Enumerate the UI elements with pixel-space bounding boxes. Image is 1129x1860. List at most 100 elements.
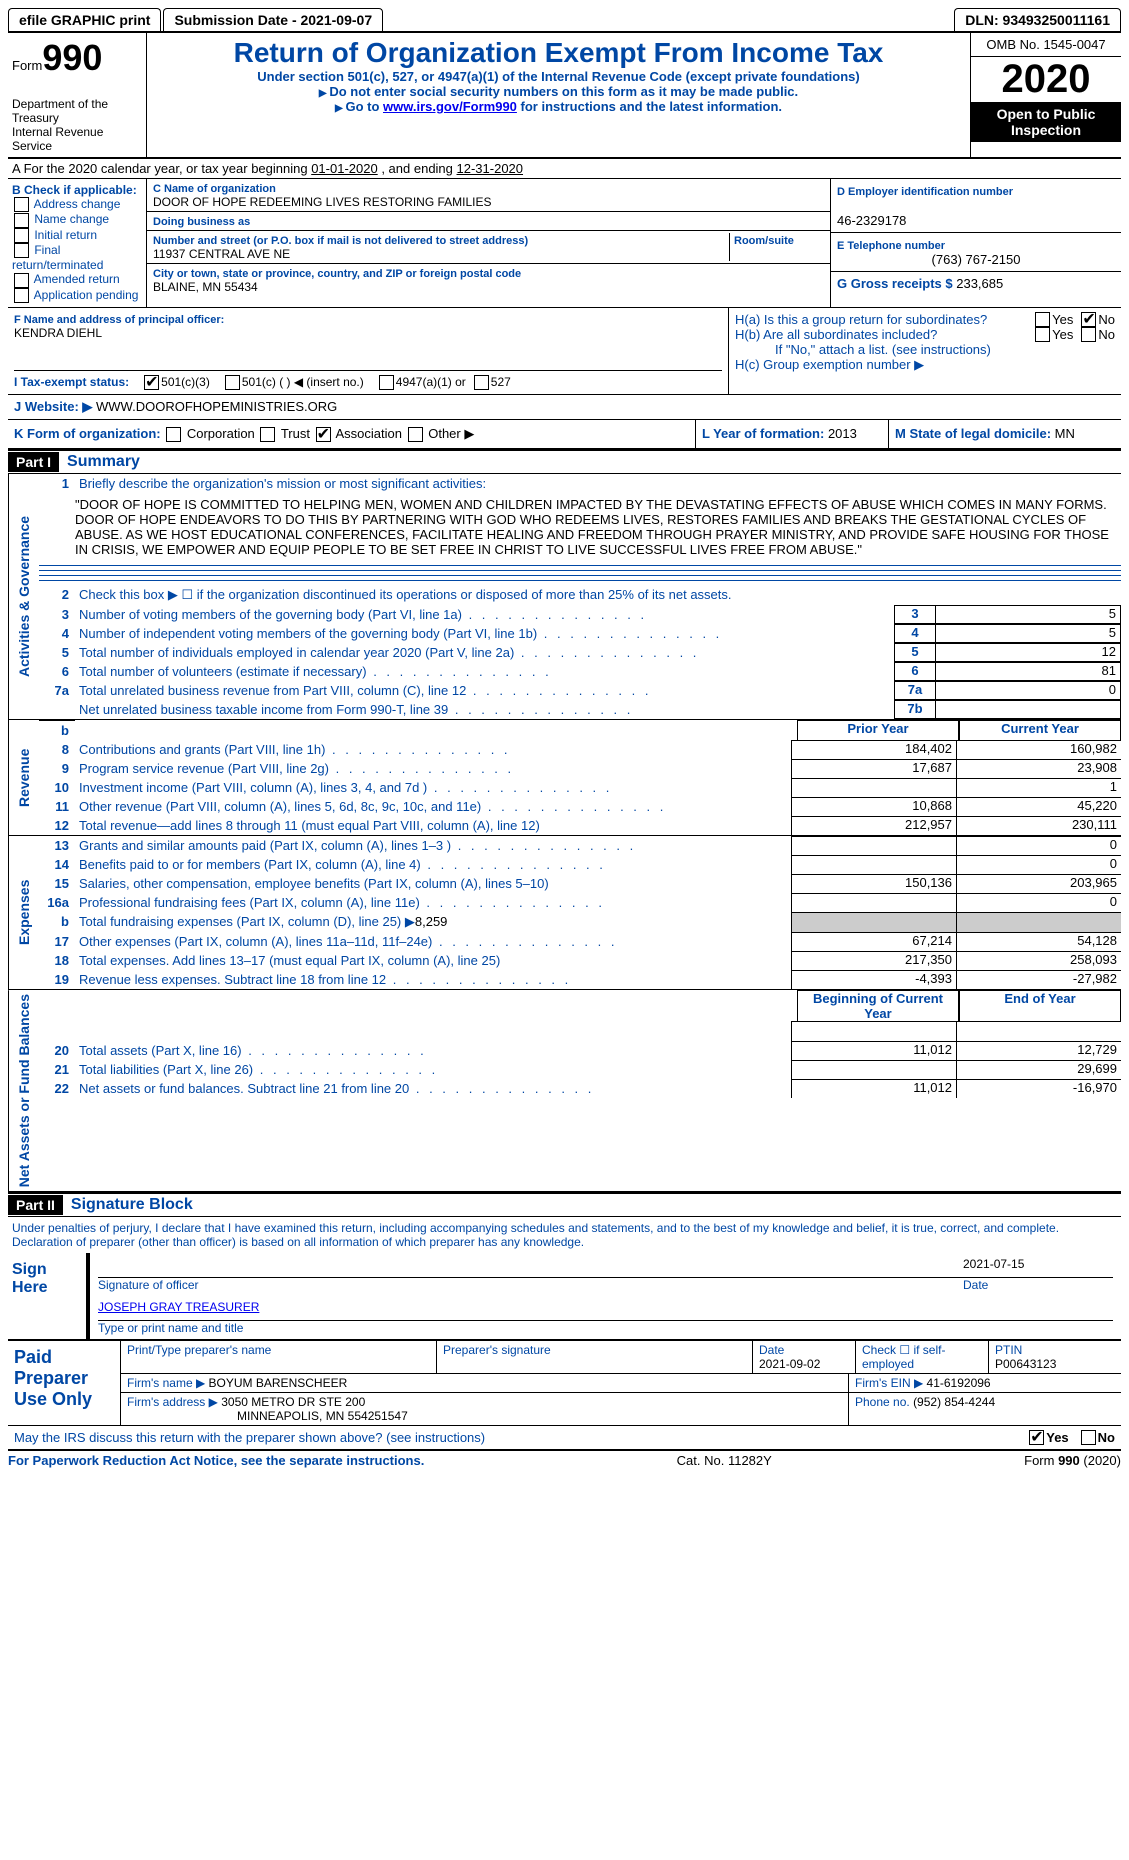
chk-final-return[interactable]: Final return/terminated (12, 243, 142, 272)
firm-addr-label: Firm's address ▶ (127, 1395, 218, 1409)
c18: 258,093 (956, 951, 1121, 970)
v16b: 8,259 (415, 914, 448, 929)
c12: 230,111 (956, 816, 1121, 835)
v7a: 0 (935, 681, 1121, 700)
line-a-prefix: A For the 2020 calendar year, or tax yea… (12, 161, 311, 176)
p12: 212,957 (791, 816, 956, 835)
box-b-header: B Check if applicable: (12, 183, 137, 197)
c15: 203,965 (956, 874, 1121, 893)
part1-label: Part I (8, 452, 59, 472)
p10 (791, 778, 956, 797)
row-k: K Form of organization: Corporation Trus… (8, 420, 695, 448)
firm-name-label: Firm's name ▶ (127, 1376, 205, 1390)
hb-yes[interactable] (1035, 327, 1050, 342)
website-label: J Website: ▶ (14, 399, 92, 414)
p19: -4,393 (791, 970, 956, 989)
ssn-note: Do not enter social security numbers on … (155, 84, 962, 99)
v4: 5 (935, 624, 1121, 643)
chk-trust[interactable] (260, 427, 275, 442)
right-column: D Employer identification number 46-2329… (830, 179, 1121, 307)
footer-right: Form 990 (2020) (1024, 1453, 1121, 1468)
side-revenue: Revenue (8, 720, 39, 835)
chk-other[interactable] (408, 427, 423, 442)
prep-date-label: Date (759, 1343, 784, 1357)
c22: -16,970 (956, 1079, 1121, 1098)
v5: 12 (935, 643, 1121, 662)
website-value: WWW.DOOROFHOPEMINISTRIES.ORG (96, 399, 337, 414)
domicile-value: MN (1055, 426, 1075, 441)
section-net-assets: Net Assets or Fund Balances Beginning of… (8, 990, 1121, 1193)
chk-4947[interactable] (379, 375, 394, 390)
l15: Salaries, other compensation, employee b… (79, 876, 549, 891)
p17: 67,214 (791, 932, 956, 951)
domicile-label: M State of legal domicile: (895, 426, 1055, 441)
form990-link[interactable]: www.irs.gov/Form990 (383, 99, 517, 114)
form-subtitle: Under section 501(c), 527, or 4947(a)(1)… (155, 69, 962, 84)
p14 (791, 855, 956, 874)
c13: 0 (956, 836, 1121, 855)
hc-label: H(c) Group exemption number ▶ (735, 357, 1115, 373)
section-activities: Activities & Governance 1Briefly describ… (8, 474, 1121, 720)
l22: Net assets or fund balances. Subtract li… (79, 1081, 409, 1096)
l9: Program service revenue (Part VIII, line… (79, 761, 329, 776)
c16b (956, 912, 1121, 932)
c21: 29,699 (956, 1060, 1121, 1079)
chk-527[interactable] (474, 375, 489, 390)
c10: 1 (956, 778, 1121, 797)
c20: 12,729 (956, 1041, 1121, 1060)
sign-here-label: Sign Here (8, 1253, 86, 1339)
check-self-employed: Check ☐ if self-employed (856, 1341, 989, 1373)
ha-no[interactable] (1081, 312, 1096, 327)
v6: 81 (935, 662, 1121, 681)
p9: 17,687 (791, 759, 956, 778)
c19: -27,982 (956, 970, 1121, 989)
ha-yes[interactable] (1035, 312, 1050, 327)
may-irs-yes[interactable] (1029, 1430, 1044, 1445)
l20: Total assets (Part X, line 16) (79, 1043, 242, 1058)
chk-name-change[interactable]: Name change (12, 212, 142, 227)
part1-title: Summary (59, 451, 148, 473)
box-h: H(a) Is this a group return for subordin… (728, 308, 1121, 394)
ptin-label: PTIN (995, 1343, 1022, 1357)
l18: Total expenses. Add lines 13–17 (must eq… (79, 953, 500, 968)
declaration-text: Under penalties of perjury, I declare th… (8, 1217, 1121, 1253)
box-b: B Check if applicable: Address change Na… (8, 179, 147, 307)
omb-number: OMB No. 1545-0047 (971, 33, 1121, 57)
irs-label: Internal Revenue Service (12, 125, 142, 153)
header-left: Form990 Department of the Treasury Inter… (8, 33, 147, 157)
v3: 5 (935, 605, 1121, 624)
officer-name-link[interactable]: JOSEPH GRAY TREASURER (98, 1300, 259, 1314)
v7b (935, 700, 1121, 719)
part2-header: Part II Signature Block (8, 1193, 1121, 1217)
hb-no[interactable] (1081, 327, 1096, 342)
chk-501c3[interactable] (144, 375, 159, 390)
year-formation-value: 2013 (828, 426, 857, 441)
chk-501c[interactable] (225, 375, 240, 390)
part2-title: Signature Block (63, 1194, 201, 1216)
l2: Check this box ▶ ☐ if the organization d… (75, 585, 1121, 605)
may-irs-label: May the IRS discuss this return with the… (14, 1430, 485, 1445)
chk-initial-return[interactable]: Initial return (12, 228, 142, 243)
part2-label: Part II (8, 1195, 63, 1215)
firm-phone: (952) 854-4244 (913, 1395, 995, 1409)
officer-name: KENDRA DIEHL (14, 326, 102, 340)
submission-date: Submission Date - 2021-09-07 (163, 8, 383, 31)
line-a: A For the 2020 calendar year, or tax yea… (8, 159, 1121, 179)
preparer-section: Paid Preparer Use Only Print/Type prepar… (8, 1340, 1121, 1425)
l17: Other expenses (Part IX, column (A), lin… (79, 934, 432, 949)
chk-corp[interactable] (166, 427, 181, 442)
col-prior: Prior Year (797, 720, 959, 740)
chk-address-change[interactable]: Address change (12, 197, 142, 212)
chk-application-pending[interactable]: Application pending (12, 288, 142, 303)
p8: 184,402 (791, 740, 956, 759)
form-number: 990 (42, 37, 102, 78)
l3: Number of voting members of the governin… (79, 607, 462, 622)
chk-amended-return[interactable]: Amended return (12, 272, 142, 287)
may-irs-no[interactable] (1081, 1430, 1096, 1445)
row-j: J Website: ▶ WWW.DOOROFHOPEMINISTRIES.OR… (8, 395, 1121, 420)
501c3-label: 501(c)(3) (161, 375, 210, 389)
p16a (791, 893, 956, 912)
phone-value: (763) 767-2150 (837, 252, 1115, 267)
chk-assoc[interactable] (316, 427, 331, 442)
firm-addr: 3050 METRO DR STE 200 (221, 1395, 365, 1409)
